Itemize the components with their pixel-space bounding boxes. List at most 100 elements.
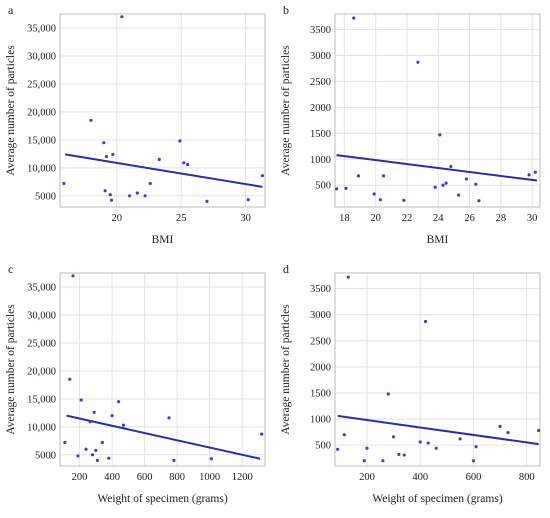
data-point <box>260 174 265 178</box>
x-tick-label: 200 <box>72 472 88 483</box>
y-tick-label: 3500 <box>310 284 331 295</box>
x-tick-label: 200 <box>359 472 375 483</box>
y-tick-label: 2000 <box>310 362 331 373</box>
panel-label: d <box>283 262 289 276</box>
data-point <box>362 459 366 463</box>
data-point <box>182 161 186 165</box>
data-point <box>79 398 83 402</box>
y-tick-label: 3500 <box>310 25 331 36</box>
data-point <box>365 446 369 450</box>
x-tick-label: 400 <box>412 472 428 483</box>
data-point <box>533 170 537 174</box>
data-point <box>477 199 481 203</box>
data-point <box>71 274 75 278</box>
fit-line <box>336 154 537 182</box>
x-axis-label: BMI <box>152 234 174 246</box>
x-tick-label: 600 <box>137 472 153 483</box>
y-tick-label: 15,000 <box>27 135 56 146</box>
data-point <box>506 431 510 435</box>
x-tick-label: 30 <box>527 213 538 224</box>
y-tick-label: 2500 <box>310 77 331 88</box>
data-point <box>111 152 115 157</box>
x-tick-label: 600 <box>466 472 482 483</box>
x-tick-label: 18 <box>339 213 350 224</box>
data-point <box>537 428 541 433</box>
data-point <box>342 433 346 437</box>
data-point <box>438 133 442 137</box>
data-point <box>356 174 361 178</box>
y-tick-label: 1000 <box>310 155 331 166</box>
data-point <box>423 319 428 324</box>
data-point <box>178 139 182 143</box>
data-point <box>352 16 356 20</box>
data-point <box>157 157 161 162</box>
chart-panel-b: b 500 1000 1500 2000 2500 3000 3500 18 20 22 24 26 28… <box>275 0 550 259</box>
panel-label: b <box>283 3 289 17</box>
gridlines <box>60 273 265 466</box>
data-point <box>381 459 385 463</box>
x-tick-label: 400 <box>104 472 120 483</box>
data-point <box>246 198 250 202</box>
x-tick-label: 30 <box>240 213 251 224</box>
data-point <box>68 377 72 381</box>
y-tick-label: 15,000 <box>27 394 56 405</box>
data-point <box>527 173 531 177</box>
gridlines <box>60 14 265 207</box>
x-axis-label: Weight of specimen (grams) <box>372 493 502 505</box>
data-point <box>148 181 152 186</box>
data-point <box>109 198 114 202</box>
data-point <box>88 420 92 424</box>
data-point <box>62 181 66 186</box>
data-point <box>498 424 502 428</box>
y-tick-label: 5000 <box>35 191 56 202</box>
data-point <box>84 447 88 451</box>
y-tick-label: 10,000 <box>27 422 56 433</box>
data-point <box>121 423 126 427</box>
gridlines <box>335 14 540 207</box>
data-point <box>260 432 264 436</box>
plot-frame <box>59 272 266 467</box>
data-point <box>336 447 340 451</box>
chart-panel-c: c 5000 10,000 15,000 20,000 25,000 30,000 35,00… <box>0 259 275 518</box>
x-tick-label: 25 <box>176 213 187 224</box>
x-tick-label: 22 <box>402 213 413 224</box>
y-tick-label: 3000 <box>310 310 331 321</box>
data-point <box>346 275 350 279</box>
x-tick-label: 1200 <box>232 472 253 483</box>
data-point <box>381 174 386 178</box>
data-point <box>474 445 478 449</box>
x-tick-label: 800 <box>169 472 185 483</box>
chart-d-svg: d 500 1000 1500 2000 2500 3000 3500 200 400 600 800… <box>280 262 541 505</box>
data-point <box>474 182 478 186</box>
x-tick-label: 20 <box>111 213 122 224</box>
gridlines <box>335 273 540 466</box>
data-point <box>416 60 420 64</box>
fit-line <box>337 414 539 446</box>
data-point <box>471 459 476 463</box>
y-tick-label: 1500 <box>310 388 331 399</box>
data-point <box>426 441 430 445</box>
chart-a-svg: a 5000 10,000 15,000 20,000 25,000 30,000 35,00… <box>5 3 266 246</box>
plot-frame <box>334 272 541 467</box>
y-axis-label: Average number of particles <box>5 45 17 176</box>
x-tick-label: 20 <box>370 213 381 224</box>
y-tick-label: 20,000 <box>27 366 56 377</box>
data-point <box>397 452 401 457</box>
data-point <box>104 155 109 159</box>
y-tick-label: 30,000 <box>27 310 56 321</box>
data-point <box>108 193 112 197</box>
data-point <box>95 458 100 463</box>
data-point <box>143 194 147 198</box>
y-tick-label: 500 <box>315 441 331 452</box>
data-point <box>76 454 80 458</box>
data-point <box>464 177 469 181</box>
data-point <box>344 186 348 190</box>
panel-label: a <box>8 3 14 17</box>
x-axis-label: BMI <box>427 234 449 246</box>
data-point <box>402 453 406 457</box>
y-axis-label: Average number of particles <box>5 304 17 435</box>
fit-line <box>66 414 261 460</box>
data-point <box>92 410 96 414</box>
data-point <box>110 414 114 418</box>
data-point <box>457 193 461 197</box>
